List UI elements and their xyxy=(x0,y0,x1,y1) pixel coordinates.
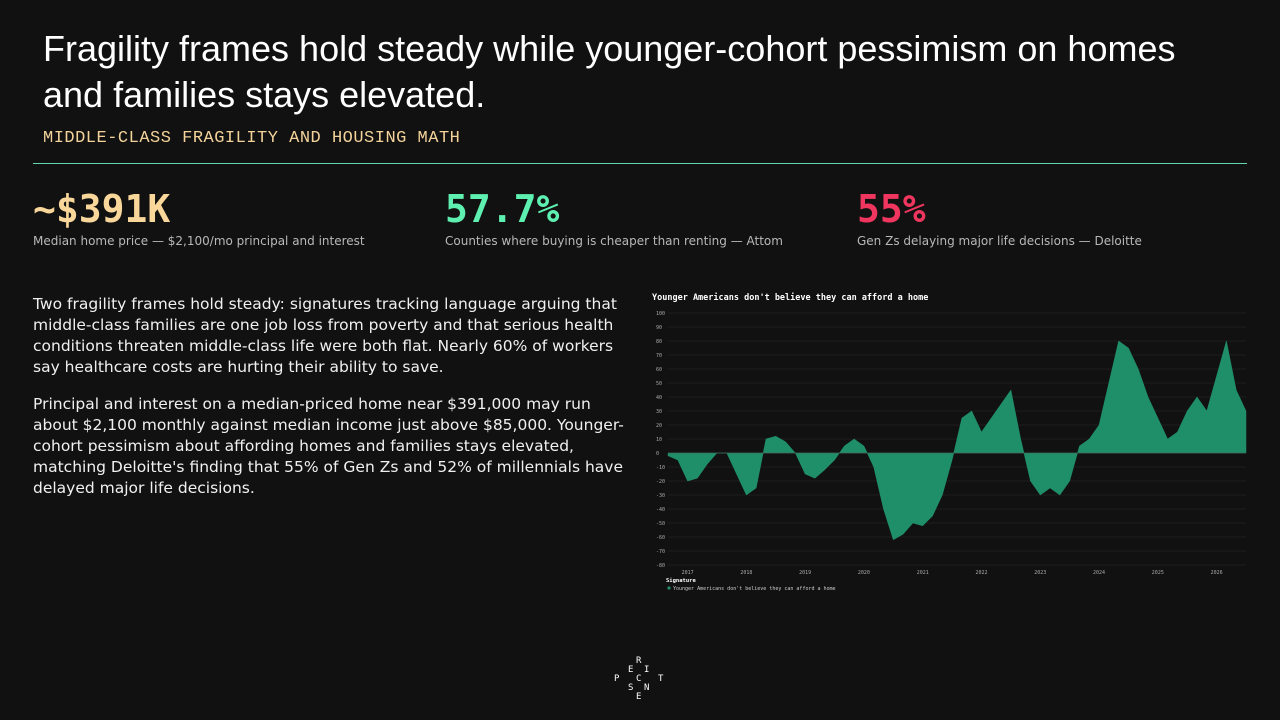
body-text: Two fragility frames hold steady: signat… xyxy=(33,294,633,515)
y-tick-label: 10 xyxy=(656,437,662,443)
stat: 55% Gen Zs delaying major life decisions … xyxy=(857,186,1257,248)
x-tick-label: 2021 xyxy=(917,570,929,576)
stat-caption: Median home price — $2,100/mo principal … xyxy=(33,234,365,248)
y-tick-label: 100 xyxy=(656,311,665,317)
y-tick-label: -50 xyxy=(656,521,665,527)
stat-value: 57.7% xyxy=(445,187,560,231)
x-tick-label: 2026 xyxy=(1211,570,1223,576)
y-tick-label: 80 xyxy=(656,339,662,345)
logo-letter: E xyxy=(636,692,642,702)
logo-letter: T xyxy=(658,674,664,684)
x-tick-label: 2019 xyxy=(799,570,811,576)
legend-title: Signature xyxy=(666,578,696,584)
y-tick-label: 70 xyxy=(656,353,662,359)
logo-letter: C xyxy=(636,674,642,684)
chart: Younger Americans don't believe they can… xyxy=(652,292,1247,592)
paragraph: Two fragility frames hold steady: signat… xyxy=(33,295,617,376)
y-tick-label: -60 xyxy=(656,535,665,541)
stat-value: 55% xyxy=(857,187,926,231)
y-tick-label: 60 xyxy=(656,367,662,373)
y-tick-label: -80 xyxy=(656,563,665,569)
y-tick-label: -20 xyxy=(656,479,665,485)
y-tick-label: -10 xyxy=(656,465,665,471)
subtitle: MIDDLE-CLASS FRAGILITY AND HOUSING MATH xyxy=(43,129,461,148)
title: Fragility frames hold steady while young… xyxy=(43,28,1176,115)
x-tick-label: 2024 xyxy=(1093,570,1105,576)
y-tick-label: -40 xyxy=(656,507,665,513)
logo-letter: I xyxy=(644,665,650,675)
y-tick-label: 90 xyxy=(656,325,662,331)
logo-letter: R xyxy=(636,656,642,666)
y-tick-label: 30 xyxy=(656,409,662,415)
x-tick-label: 2018 xyxy=(740,570,752,576)
stat-caption: Counties where buying is cheaper than re… xyxy=(445,234,783,248)
logo-letter: P xyxy=(614,674,620,684)
x-tick-label: 2020 xyxy=(858,570,870,576)
x-tick-label: 2023 xyxy=(1034,570,1046,576)
chart-title: Younger Americans don't believe they can… xyxy=(652,292,928,303)
stat-value: ~$391K xyxy=(33,187,171,231)
x-tick-label: 2017 xyxy=(682,570,694,576)
legend-label: Younger Americans don't believe they can… xyxy=(673,586,836,592)
legend-swatch xyxy=(667,586,671,590)
y-tick-label: -70 xyxy=(656,549,665,555)
stat: 57.7% Counties where buying is cheaper th… xyxy=(445,186,845,248)
x-tick-label: 2022 xyxy=(975,570,987,576)
y-tick-label: 50 xyxy=(656,381,662,387)
y-tick-label: -30 xyxy=(656,493,665,499)
logo-letter: N xyxy=(644,683,650,693)
divider xyxy=(33,163,1247,164)
paragraph: Principal and interest on a median-price… xyxy=(33,395,624,497)
area xyxy=(667,340,1247,541)
x-tick-label: 2025 xyxy=(1152,570,1164,576)
y-tick-label: 20 xyxy=(656,423,662,429)
stat-caption: Gen Zs delaying major life decisions — D… xyxy=(857,234,1142,248)
logo-letter: S xyxy=(628,683,634,693)
stat: ~$391K Median home price — $2,100/mo prin… xyxy=(33,186,433,248)
y-tick-label: 0 xyxy=(656,451,659,457)
y-tick-label: 40 xyxy=(656,395,662,401)
logo-letter: E xyxy=(628,665,634,675)
